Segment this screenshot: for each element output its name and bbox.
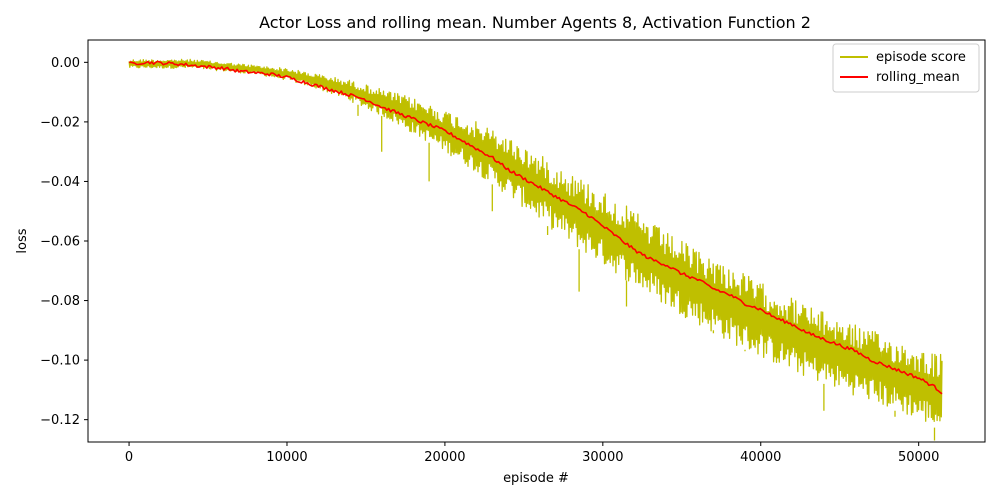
x-axis-label: episode # (503, 471, 569, 486)
y-axis-label: loss (15, 228, 30, 253)
legend-box (832, 43, 980, 93)
series-line-rolling-mean (129, 60, 943, 395)
y-tick-label: −0.10 (40, 354, 80, 369)
x-tick-label: 20000 (424, 450, 465, 465)
y-tick-label: −0.08 (40, 294, 80, 309)
y-tick-label: 0.00 (51, 56, 80, 71)
x-axis: 0 10000 20000 30000 40000 50000 (125, 442, 939, 465)
legend-label-rolling-mean: rolling_mean (876, 70, 960, 85)
y-tick-label: −0.06 (40, 235, 80, 250)
x-tick-label: 50000 (898, 450, 939, 465)
y-tick-label: −0.02 (40, 115, 80, 130)
legend: episode score rolling_mean (832, 43, 980, 93)
y-axis: 0.00 −0.02 −0.04 −0.06 −0.08 −0.10 −0.12 (40, 56, 88, 428)
chart-title: Actor Loss and rolling mean. Number Agen… (259, 13, 811, 32)
x-tick-label: 0 (125, 450, 133, 465)
plot-area (128, 58, 943, 441)
x-tick-label: 30000 (582, 450, 623, 465)
x-tick-label: 40000 (740, 450, 781, 465)
x-tick-label: 10000 (266, 450, 307, 465)
y-tick-label: −0.04 (40, 175, 80, 190)
y-tick-label: −0.12 (40, 413, 80, 428)
series-line-episode-score (128, 58, 943, 441)
legend-label-episode-score: episode score (876, 50, 966, 65)
